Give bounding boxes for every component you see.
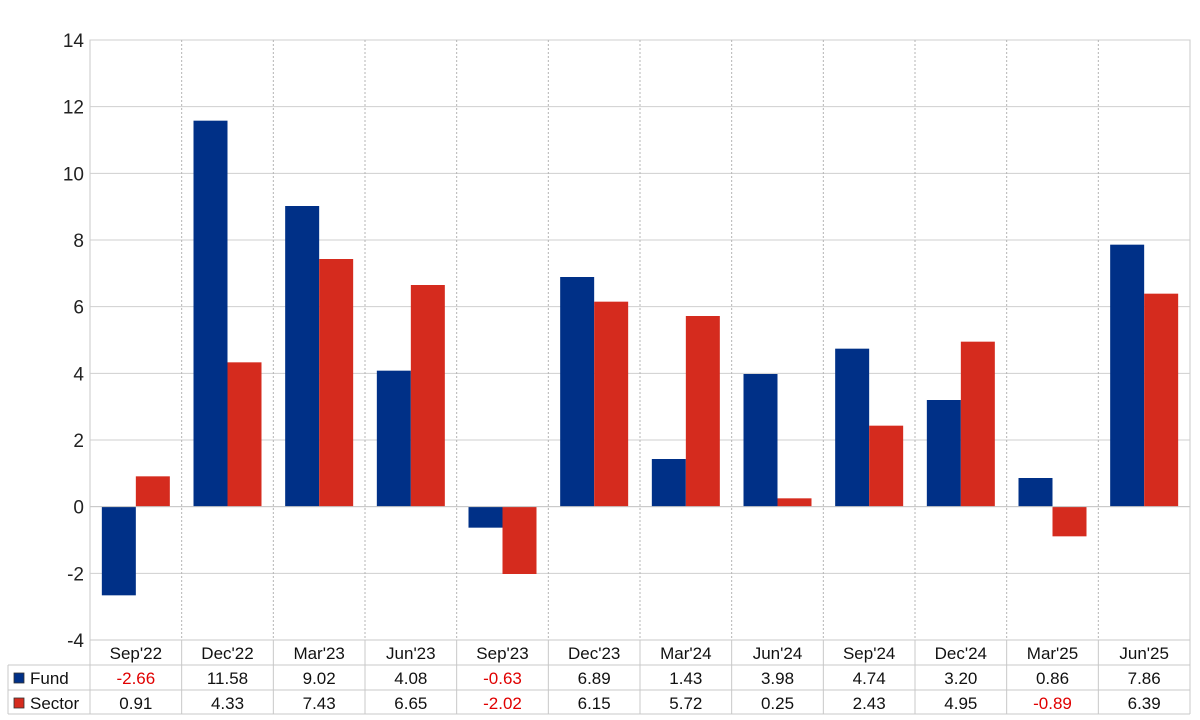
data-label-fund: 9.02	[303, 669, 336, 688]
x-tick-label: Jun'24	[753, 644, 803, 663]
bar-fund	[193, 120, 228, 507]
bar-fund	[285, 206, 320, 507]
data-label-sector: 6.15	[578, 694, 611, 713]
data-label-sector: 2.43	[853, 694, 886, 713]
data-label-fund: 3.20	[944, 669, 977, 688]
data-label-fund: -0.63	[483, 669, 522, 688]
x-tick-label: Mar'24	[660, 644, 711, 663]
bar-sector	[410, 285, 445, 507]
bar-fund	[101, 506, 136, 596]
x-tick-label: Dec'22	[201, 644, 253, 663]
data-label-fund: 7.86	[1128, 669, 1161, 688]
x-tick-label: Sep'24	[843, 644, 895, 663]
data-label-fund: 4.74	[853, 669, 886, 688]
data-label-sector: 4.95	[944, 694, 977, 713]
bar-fund	[651, 459, 686, 507]
data-label-sector: -2.02	[483, 694, 522, 713]
bar-sector	[685, 316, 720, 507]
legend-label-fund: Fund	[30, 669, 69, 688]
data-label-fund: -2.66	[116, 669, 155, 688]
legend-swatch-sector	[13, 697, 25, 709]
bar-sector	[869, 425, 904, 507]
x-tick-label: Sep'22	[110, 644, 162, 663]
data-label-sector: 0.91	[119, 694, 152, 713]
y-tick-label: 8	[73, 231, 84, 252]
data-label-fund: 0.86	[1036, 669, 1069, 688]
data-label-sector: 7.43	[303, 694, 336, 713]
y-tick-label: 14	[63, 31, 85, 52]
data-label-sector: 5.72	[669, 694, 702, 713]
y-tick-label: 0	[73, 498, 84, 519]
data-label-fund: 11.58	[207, 669, 248, 688]
bar-fund	[1110, 244, 1145, 507]
x-tick-label: Mar'25	[1027, 644, 1078, 663]
y-tick-label: 12	[63, 98, 84, 119]
bar-fund	[743, 374, 778, 507]
x-tick-label: Jun'23	[386, 644, 436, 663]
bar-sector	[777, 498, 812, 507]
legend-swatch-fund	[13, 672, 25, 684]
y-tick-label: -4	[67, 631, 84, 652]
bar-sector	[135, 476, 170, 507]
bar-sector	[960, 341, 995, 507]
x-tick-label: Mar'23	[293, 644, 344, 663]
data-label-sector: 6.65	[394, 694, 427, 713]
data-label-sector: 0.25	[761, 694, 794, 713]
bar-sector	[1052, 506, 1087, 537]
bar-fund	[926, 400, 961, 507]
x-tick-label: Jun'25	[1119, 644, 1169, 663]
y-tick-label: 4	[73, 364, 84, 385]
bar-sector	[594, 301, 629, 507]
data-label-fund: 6.89	[578, 669, 611, 688]
y-tick-label: 2	[73, 431, 84, 452]
data-label-fund: 3.98	[761, 669, 794, 688]
bar-sector	[319, 259, 354, 507]
bar-fund	[1018, 478, 1053, 507]
data-label-sector: -0.89	[1033, 694, 1072, 713]
bar-sector	[227, 362, 262, 507]
data-label-sector: 4.33	[211, 694, 244, 713]
bar-sector	[1144, 293, 1179, 507]
x-tick-label: Dec'24	[935, 644, 987, 663]
bar-sector	[502, 506, 537, 574]
x-tick-label: Dec'23	[568, 644, 620, 663]
legend-label-sector: Sector	[30, 694, 79, 713]
data-label-fund: 4.08	[394, 669, 427, 688]
x-tick-label: Sep'23	[476, 644, 528, 663]
bar-fund	[835, 348, 870, 507]
bar-fund	[560, 277, 595, 507]
data-label-sector: 6.39	[1128, 694, 1161, 713]
bar-fund	[376, 370, 411, 507]
bar-fund	[468, 506, 503, 528]
y-tick-label: 6	[73, 298, 84, 319]
y-tick-label: 10	[63, 164, 84, 185]
y-tick-label: -2	[67, 564, 84, 585]
data-label-fund: 1.43	[669, 669, 702, 688]
